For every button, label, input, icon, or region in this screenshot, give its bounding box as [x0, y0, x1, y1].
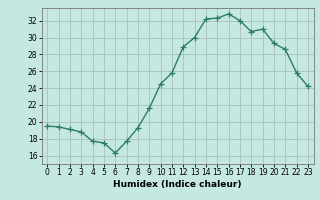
X-axis label: Humidex (Indice chaleur): Humidex (Indice chaleur)	[113, 180, 242, 189]
